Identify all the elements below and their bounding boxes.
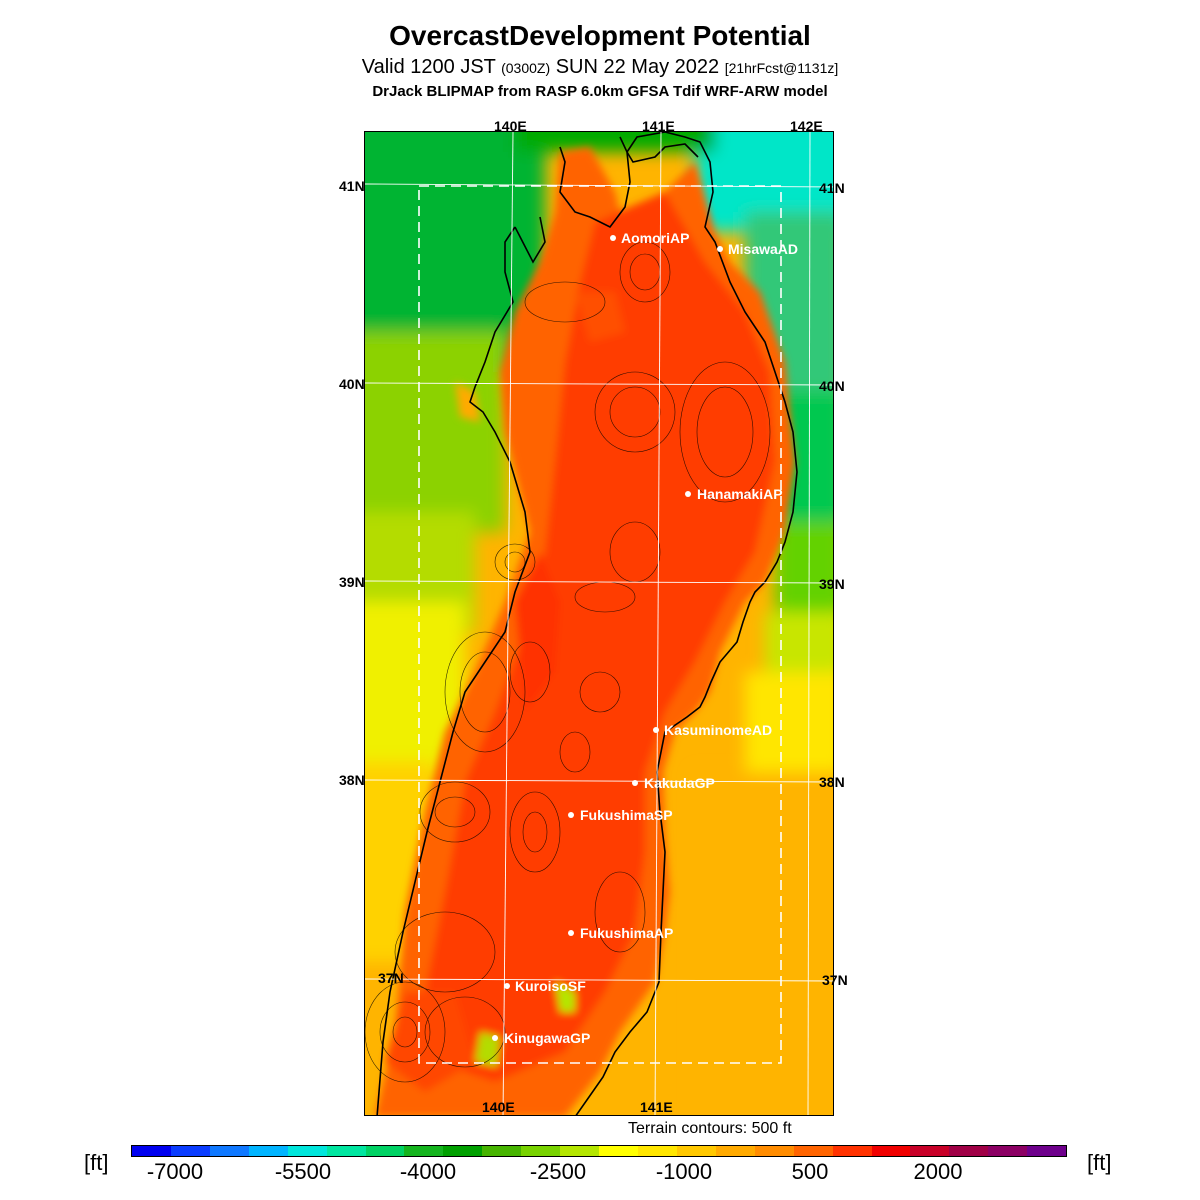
- field-sea: [365, 132, 833, 1115]
- site-label-misawa: MisawaAD: [728, 241, 799, 257]
- lon-label-top: 142E: [790, 118, 823, 134]
- page-title: OvercastDevelopment Potential: [389, 20, 811, 51]
- colorbar-swatch: [754, 1146, 794, 1156]
- colorbar-swatch: [871, 1146, 911, 1156]
- lon-label-bottom: 141E: [640, 1099, 673, 1115]
- site-marker: [568, 930, 574, 936]
- site-label-fukushima-sp: FukushimaSP: [580, 807, 673, 823]
- valid-prefix: Valid 1200 JST: [361, 56, 496, 78]
- lat-label-left: 41N: [339, 178, 365, 194]
- colorbar-swatch: [793, 1146, 833, 1156]
- terrain-contours: [365, 241, 771, 1083]
- colorbar-tick: -7000: [146, 1159, 204, 1184]
- colorbar-swatch: [170, 1146, 210, 1156]
- lat-label-right: 37N: [822, 972, 848, 988]
- colorbar-swatch: [482, 1146, 522, 1156]
- lat-label-right: 40N: [819, 378, 845, 394]
- colorbar-tick: -5500: [274, 1159, 332, 1184]
- colorbar-swatch: [287, 1146, 327, 1156]
- forecast-map: [364, 131, 834, 1116]
- site-marker: [632, 780, 638, 786]
- site-label-kinugawa: KinugawaGP: [504, 1030, 591, 1046]
- site-marker: [610, 235, 616, 241]
- site-marker: [504, 983, 510, 989]
- colorbar-swatch: [715, 1146, 755, 1156]
- colorbar-swatch: [676, 1146, 716, 1156]
- colorbar-swatch: [132, 1146, 171, 1156]
- site-label-kakuda: KakudaGP: [644, 775, 715, 791]
- colorbar-swatch: [209, 1146, 249, 1156]
- field-land: [375, 147, 795, 1115]
- colorbar-tick: 500: [791, 1159, 829, 1184]
- colorbar-swatch: [521, 1146, 561, 1156]
- site-label-kuroiso: KuroisoSF: [515, 978, 586, 994]
- valid-zulu: (0300Z): [501, 60, 551, 76]
- site-label-kasuminome: KasuminomeAD: [664, 722, 773, 738]
- lon-label-top: 141E: [642, 118, 675, 134]
- forecast-info: [21hrFcst@1131z]: [724, 60, 839, 76]
- colorbar: [131, 1145, 1067, 1157]
- site-label-fukushima-ap: FukushimaAP: [580, 925, 674, 941]
- lon-label-bottom: 140E: [482, 1099, 515, 1115]
- lat-label-left: 39N: [339, 574, 365, 590]
- model-description: DrJack BLIPMAP from RASP 6.0km GFSA Tdif…: [372, 83, 828, 100]
- lon-label-top: 140E: [494, 118, 527, 134]
- lat-label-right: 38N: [819, 774, 845, 790]
- colorbar-swatch: [326, 1146, 366, 1156]
- colorbar-swatch: [365, 1146, 405, 1156]
- colorbar-swatch: [599, 1146, 638, 1156]
- colorbar-swatch: [1027, 1146, 1067, 1156]
- inner-domain-box: [418, 185, 782, 1064]
- map-graphic: [365, 132, 833, 1115]
- lat-label-right: 41N: [819, 180, 845, 196]
- site-marker: [653, 727, 659, 733]
- colorbar-swatch: [637, 1146, 677, 1156]
- colorbar-tick: -2500: [529, 1159, 587, 1184]
- lat-label-right: 39N: [819, 576, 845, 592]
- valid-date: SUN 22 May 2022: [555, 56, 720, 78]
- colorbar-swatch: [248, 1146, 288, 1156]
- lat-label-left: 38N: [339, 772, 365, 788]
- colorbar-unit-left: [ft]: [84, 1150, 109, 1175]
- colorbar-tick: -4000: [399, 1159, 457, 1184]
- colorbar-swatch: [988, 1146, 1028, 1156]
- colorbar-swatch: [443, 1146, 483, 1156]
- site-marker: [685, 491, 691, 497]
- site-label-aomori: AomoriAP: [621, 230, 690, 246]
- colorbar-unit-right: [ft]: [1087, 1150, 1112, 1175]
- terrain-contours-note: Terrain contours: 500 ft: [628, 1120, 792, 1137]
- colorbar-swatch: [910, 1146, 950, 1156]
- coastline: [376, 132, 798, 1115]
- lat-label-left: 37N: [378, 970, 404, 986]
- site-marker: [568, 812, 574, 818]
- colorbar-swatch: [832, 1146, 872, 1156]
- site-label-hanamaki: HanamakiAP: [697, 486, 783, 502]
- valid-time-line: Valid 1200 JST (0300Z) SUN 22 May 2022 […: [0, 56, 1200, 79]
- site-marker: [492, 1035, 498, 1041]
- colorbar-swatch: [404, 1146, 444, 1156]
- colorbar-swatch: [949, 1146, 989, 1156]
- colorbar-tick: -1000: [655, 1159, 713, 1184]
- colorbar-tick: 2000: [913, 1159, 963, 1184]
- site-marker: [717, 246, 723, 252]
- lat-label-left: 40N: [339, 376, 365, 392]
- colorbar-swatch: [560, 1146, 600, 1156]
